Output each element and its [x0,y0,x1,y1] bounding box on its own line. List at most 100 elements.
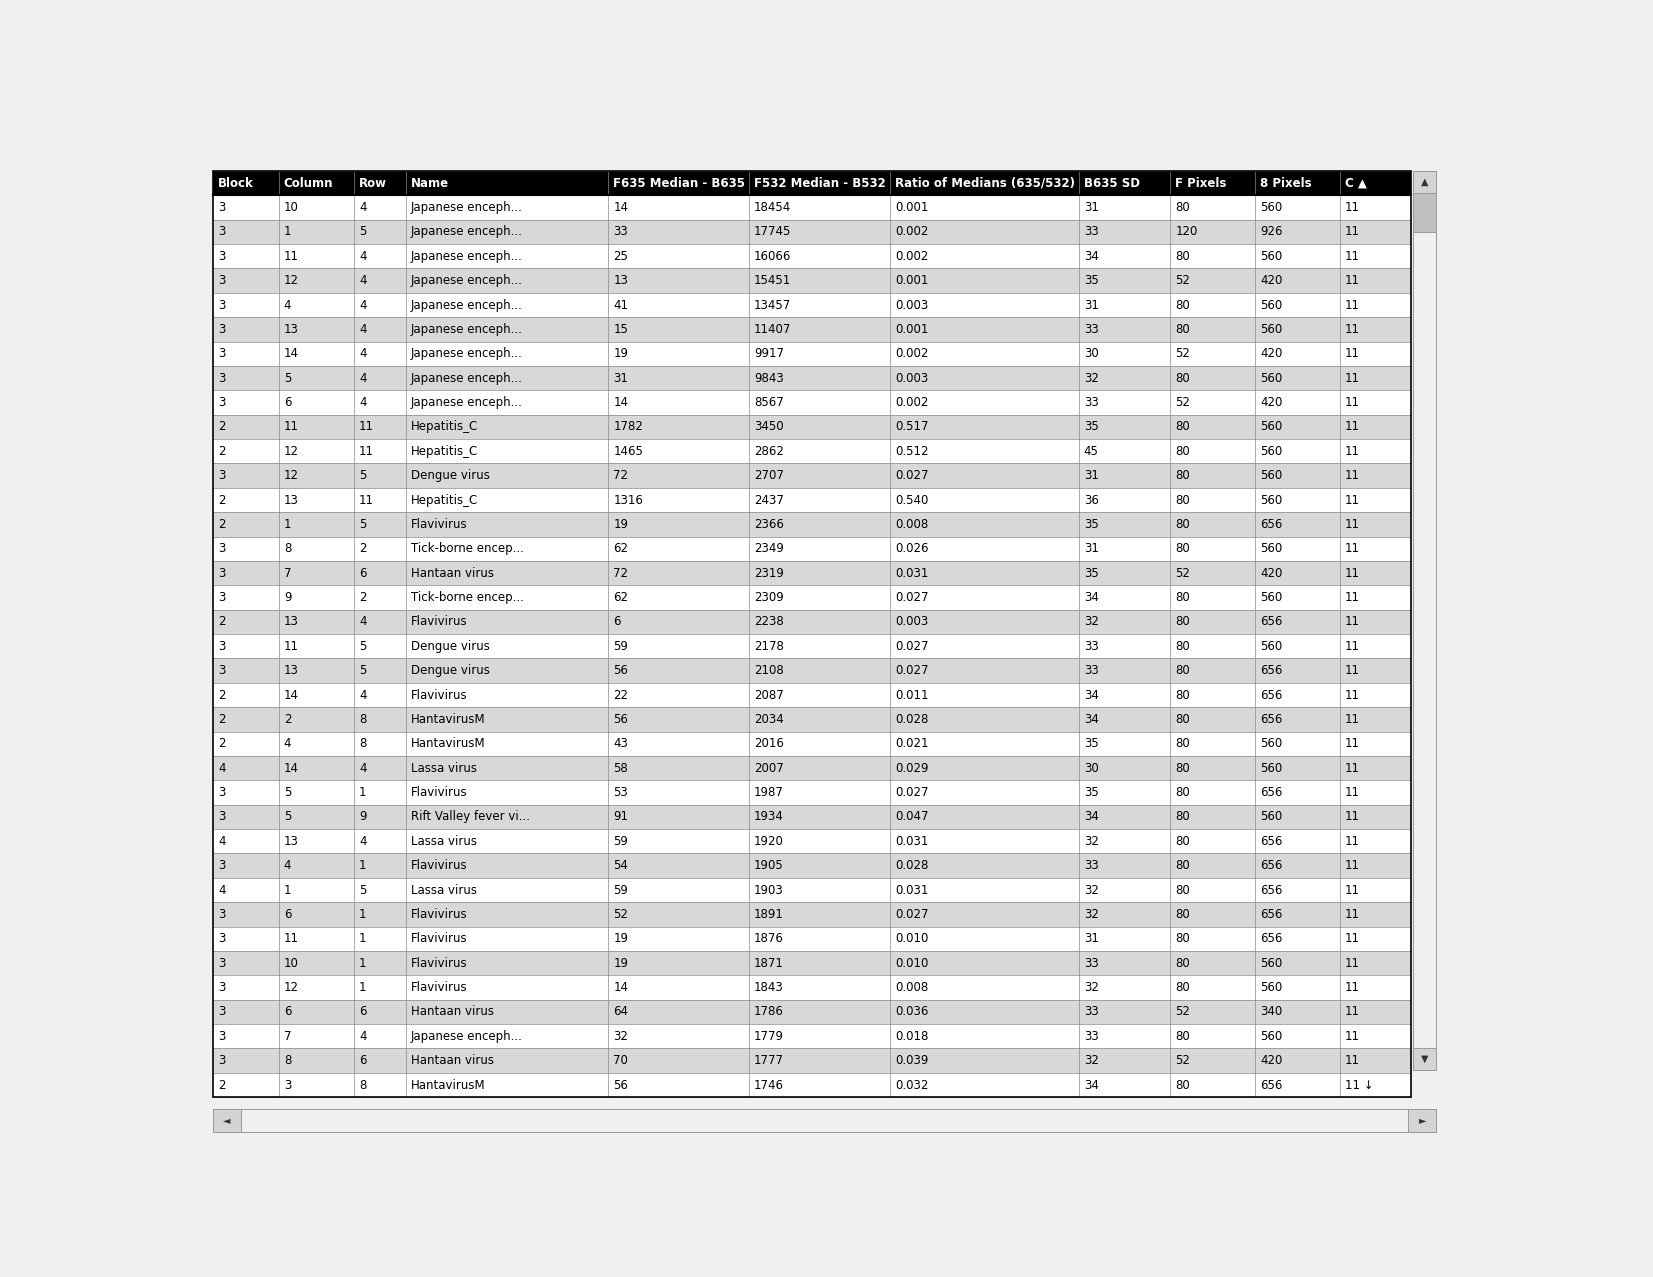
Text: 0.003: 0.003 [894,299,929,312]
Text: 33: 33 [1084,323,1099,336]
Text: 3: 3 [218,299,225,312]
Text: 8: 8 [359,1079,367,1092]
Text: 15: 15 [613,323,628,336]
Bar [213,805,1412,829]
Text: 11: 11 [284,250,299,263]
Text: 80: 80 [1175,787,1190,799]
Text: 560: 560 [1260,469,1283,483]
Text: 2: 2 [284,713,291,725]
Text: 16066: 16066 [754,250,792,263]
Text: 34: 34 [1084,811,1099,824]
Text: 18454: 18454 [754,200,792,215]
Text: 1: 1 [359,932,367,945]
Text: 4: 4 [359,835,367,848]
Text: 4: 4 [218,761,226,775]
Text: 4: 4 [359,323,367,336]
Text: 11: 11 [1346,323,1360,336]
Text: 11: 11 [1346,347,1360,360]
Text: 11407: 11407 [754,323,792,336]
Text: 35: 35 [1084,737,1099,751]
Text: Japanese enceph...: Japanese enceph... [412,250,522,263]
Text: 11: 11 [1346,713,1360,725]
Text: 80: 80 [1175,640,1190,653]
Text: 80: 80 [1175,981,1190,994]
Text: 11: 11 [1346,787,1360,799]
Text: 1903: 1903 [754,884,784,896]
Bar [213,561,1412,585]
Text: 3: 3 [218,811,225,824]
Text: 6: 6 [613,616,622,628]
Text: 80: 80 [1175,1029,1190,1043]
Text: 4: 4 [359,299,367,312]
Text: 0.028: 0.028 [894,713,929,725]
Text: 14: 14 [284,761,299,775]
Text: 31: 31 [1084,200,1099,215]
Bar [1413,1048,1436,1070]
Text: 3: 3 [218,396,225,409]
Text: 11: 11 [1346,591,1360,604]
Text: 31: 31 [1084,299,1099,312]
Text: 0.031: 0.031 [894,884,929,896]
Text: Japanese enceph...: Japanese enceph... [412,396,522,409]
Text: 0.021: 0.021 [894,737,929,751]
Text: 35: 35 [1084,518,1099,531]
Bar [213,635,1412,659]
Text: 14: 14 [613,981,628,994]
Text: 11: 11 [1346,1054,1360,1068]
Text: Japanese enceph...: Japanese enceph... [412,372,522,384]
Text: 12: 12 [284,275,299,287]
Text: 58: 58 [613,761,628,775]
Text: 3: 3 [218,956,225,969]
Text: 11: 11 [1346,761,1360,775]
Text: 5: 5 [359,664,367,677]
Text: 32: 32 [1084,372,1099,384]
Bar [213,439,1412,464]
Text: 56: 56 [613,713,628,725]
Text: 3: 3 [218,1054,225,1068]
Text: 11: 11 [1346,737,1360,751]
Text: 3: 3 [218,1005,225,1018]
Text: 8: 8 [284,543,291,555]
Text: 1934: 1934 [754,811,784,824]
Text: 5: 5 [284,811,291,824]
Text: 1987: 1987 [754,787,784,799]
Text: 14: 14 [284,347,299,360]
Bar [213,659,1412,683]
Text: 2: 2 [218,616,226,628]
Text: 11: 11 [1346,275,1360,287]
Text: 32: 32 [1084,616,1099,628]
Text: 56: 56 [613,1079,628,1092]
Text: 3: 3 [218,323,225,336]
Text: 32: 32 [1084,1054,1099,1068]
Text: 80: 80 [1175,737,1190,751]
Text: 2366: 2366 [754,518,784,531]
Text: 0.029: 0.029 [894,761,929,775]
Text: Column: Column [284,176,334,189]
Text: 33: 33 [613,225,628,239]
Text: 31: 31 [613,372,628,384]
Text: 52: 52 [1175,347,1190,360]
Text: 59: 59 [613,835,628,848]
Text: 0.031: 0.031 [894,567,929,580]
Text: 80: 80 [1175,299,1190,312]
Text: 0.027: 0.027 [894,664,929,677]
Bar [213,756,1412,780]
Text: 35: 35 [1084,420,1099,433]
Text: 420: 420 [1260,567,1283,580]
Text: 560: 560 [1260,1029,1283,1043]
Text: 80: 80 [1175,591,1190,604]
Text: 0.512: 0.512 [894,444,929,457]
Text: 31: 31 [1084,469,1099,483]
Text: 11: 11 [1346,859,1360,872]
Bar [213,683,1412,707]
Text: 11: 11 [1346,469,1360,483]
Bar [213,536,1412,561]
Text: 8: 8 [359,713,367,725]
Text: 2707: 2707 [754,469,784,483]
Text: 80: 80 [1175,250,1190,263]
Text: Japanese enceph...: Japanese enceph... [412,347,522,360]
Text: 4: 4 [284,859,291,872]
Text: 70: 70 [613,1054,628,1068]
Text: 14: 14 [613,200,628,215]
Text: 11: 11 [1346,811,1360,824]
